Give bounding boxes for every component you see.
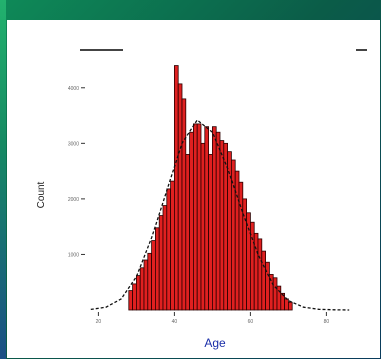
histogram-bar: [177, 83, 183, 311]
histogram-bar: [151, 240, 156, 311]
histogram-bar: [253, 232, 259, 311]
histogram-bar: [227, 151, 232, 311]
histogram-bar: [170, 180, 175, 311]
histogram-bar: [246, 212, 251, 311]
histogram-bar: [249, 221, 255, 311]
histogram-bar: [272, 277, 278, 311]
left-accent-strip: [0, 0, 6, 359]
histogram-bar: [181, 98, 187, 311]
histogram-bar: [192, 123, 198, 311]
histogram-bar: [143, 259, 149, 311]
histogram-bar: [284, 298, 289, 311]
x-axis-label: Age: [204, 336, 226, 350]
histogram-bar: [128, 290, 134, 311]
y-tick-label: 2000: [68, 197, 79, 203]
histogram-bar: [158, 215, 164, 311]
histogram-bar: [215, 131, 221, 311]
x-tick-label: 60: [248, 319, 254, 325]
histogram-bar: [185, 154, 191, 311]
histogram-bar: [208, 154, 213, 311]
density-curve: [90, 119, 350, 311]
histogram-bar: [196, 123, 202, 311]
histogram-bar: [132, 283, 137, 311]
histogram-bar: [147, 252, 153, 311]
histogram-bar: [204, 126, 210, 311]
y-tick-label: 1000: [68, 252, 79, 258]
histogram-bar: [211, 126, 217, 311]
histogram-bar: [276, 285, 282, 311]
histogram-bar: [139, 267, 145, 311]
histogram-bar: [173, 65, 179, 311]
axes-group: 1000 2000 3000 4000 20 40 60 80: [68, 86, 330, 325]
histogram-bar: [200, 142, 206, 311]
y-tick-label: 4000: [68, 86, 79, 92]
histogram-bar: [257, 238, 263, 311]
histogram-bar: [135, 275, 141, 311]
chart-panel: 1000 2000 3000 4000 20 40 60 80 Count Age: [7, 20, 380, 358]
histogram-bar: [189, 131, 194, 311]
x-tick-label: 20: [96, 319, 102, 325]
histogram-bar: [219, 140, 225, 311]
bars-group: [128, 65, 293, 311]
histogram-chart: 1000 2000 3000 4000 20 40 60 80 Count Age: [36, 49, 367, 350]
x-tick-label: 40: [172, 319, 178, 325]
histogram-bar: [162, 205, 168, 311]
y-tick-label: 3000: [68, 141, 79, 147]
histogram-bar: [287, 301, 293, 311]
y-axis-label: Count: [36, 181, 47, 208]
histogram-bar: [166, 188, 172, 311]
histogram-bar: [261, 250, 267, 311]
x-tick-label: 80: [324, 319, 330, 325]
histogram-bar: [154, 227, 160, 311]
